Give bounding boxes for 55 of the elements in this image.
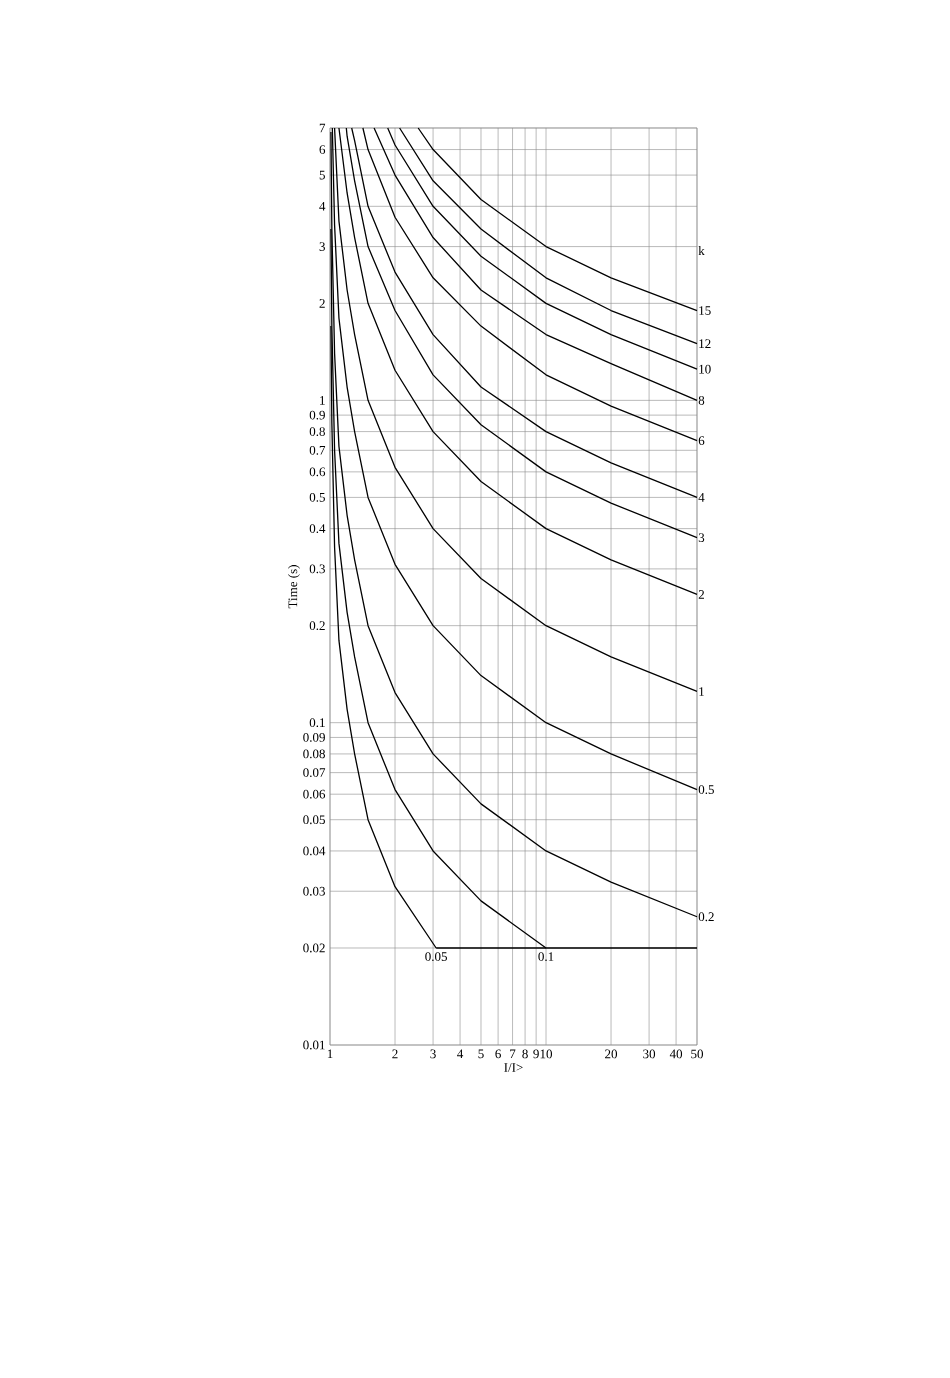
y-tick-label: 6 (319, 145, 326, 154)
x-tick-label: 9 (533, 1049, 539, 1059)
y-tick-label: 5 (319, 170, 325, 180)
y-axis-title: Time (s) (288, 565, 300, 609)
y-tick-label: 2 (319, 299, 325, 308)
series-label: 4 (698, 493, 705, 502)
x-tick-label: 1 (327, 1049, 333, 1059)
y-tick-label: 0.9 (309, 410, 325, 420)
y-tick-label: 4 (319, 202, 326, 211)
x-tick-label: 4 (457, 1049, 464, 1059)
y-tick-label: 0.8 (309, 427, 325, 437)
x-tick-label: 40 (669, 1049, 683, 1059)
y-tick-label: 0.03 (303, 886, 325, 896)
y-tick-label: 0.04 (303, 846, 326, 856)
x-axis-title: I/I> (504, 1063, 523, 1072)
y-tick-label: 0.07 (303, 768, 326, 778)
x-tick-label: 3 (430, 1049, 436, 1059)
x-tick-label: 6 (495, 1049, 501, 1059)
series-label: 10 (699, 364, 711, 374)
series-label: 8 (698, 395, 705, 405)
y-tick-label: 1 (320, 396, 325, 405)
y-tick-label: 0.09 (303, 733, 325, 742)
series-label: 0.5 (698, 785, 714, 795)
series-label: 12 (699, 339, 711, 348)
y-tick-label: 0.01 (303, 1040, 325, 1050)
x-tick-label: 10 (540, 1049, 553, 1059)
series-label: 15 (699, 306, 711, 315)
x-tick-label: 50 (691, 1049, 704, 1059)
series-label: 6 (698, 436, 705, 446)
y-tick-label: 0.5 (309, 492, 325, 502)
y-tick-label: 0.3 (309, 564, 325, 574)
legend-title: k (698, 246, 705, 256)
y-tick-label: 0.2 (309, 621, 325, 631)
y-tick-label: 0.05 (303, 815, 325, 825)
y-tick-label: 3 (319, 242, 325, 251)
x-tick-label: 5 (478, 1049, 484, 1059)
series-label: 0.1 (538, 952, 554, 962)
y-tick-label: 0.4 (309, 524, 326, 534)
y-tick-label: 0.02 (303, 943, 325, 953)
x-tick-label: 2 (392, 1049, 398, 1059)
x-tick-label: 8 (522, 1049, 528, 1059)
y-tick-label: 0.06 (303, 789, 326, 799)
y-tick-label: 7 (319, 123, 326, 133)
y-tick-label: 0.08 (303, 749, 325, 759)
series-label: 0.2 (698, 912, 714, 922)
x-tick-label: 20 (605, 1049, 618, 1059)
series-label: 1 (699, 687, 704, 696)
y-tick-label: 0.6 (309, 467, 326, 477)
y-tick-label: 0.7 (309, 445, 326, 455)
y-tick-label: 0.1 (309, 718, 325, 728)
x-tick-label: 30 (643, 1049, 656, 1059)
series-label: 2 (698, 590, 704, 599)
series-label: 0.05 (425, 952, 447, 962)
x-tick-label: 7 (510, 1049, 516, 1059)
series-label: 3 (698, 533, 705, 543)
